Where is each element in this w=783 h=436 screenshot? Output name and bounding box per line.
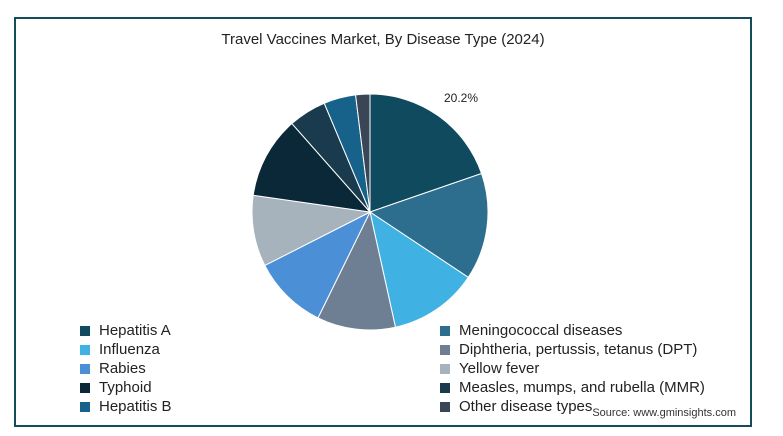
legend-item-4: Rabies [80, 360, 146, 377]
legend-item-0: Hepatitis A [80, 322, 171, 339]
slice-label-0: 20.2% [444, 91, 478, 105]
legend-item-6: Typhoid [80, 379, 152, 396]
legend-label: Rabies [99, 360, 146, 377]
legend-item-9: Other disease types [440, 398, 592, 415]
legend-swatch [80, 401, 90, 412]
legend-label: Hepatitis A [99, 322, 171, 339]
legend-label: Typhoid [99, 379, 152, 396]
pie-slice-2 [369, 210, 469, 328]
legend-item-1: Meningococcal diseases [440, 322, 622, 339]
legend-item-2: Influenza [80, 341, 160, 358]
legend-label: Influenza [99, 341, 160, 358]
legend-swatch [440, 325, 450, 336]
legend-swatch [440, 344, 450, 355]
legend-swatch [80, 325, 90, 336]
pie-chart: 20.2% [251, 91, 489, 331]
legend-swatch [440, 363, 450, 374]
legend-label: Measles, mumps, and rubella (MMR) [459, 379, 705, 396]
legend-label: Meningococcal diseases [459, 322, 623, 339]
legend-item-5: Yellow fever [440, 360, 539, 377]
legend-label: Diphtheria, pertussis, tetanus (DPT) [459, 341, 698, 358]
pie-slice-3 [317, 210, 397, 331]
pie-slice-0 [369, 93, 483, 213]
legend-label: Hepatitis B [99, 398, 172, 415]
pie-slice-1 [368, 172, 489, 279]
legend-swatch [440, 401, 450, 412]
legend-swatch [80, 382, 90, 393]
legend-item-8: Hepatitis B [80, 398, 172, 415]
legend-item-7: Measles, mumps, and rubella (MMR) [440, 379, 705, 396]
legend-swatch [80, 363, 90, 374]
pie-slice-4 [264, 210, 372, 319]
legend-label: Yellow fever [459, 360, 540, 377]
chart-title: Travel Vaccines Market, By Disease Type … [221, 31, 545, 48]
legend-swatch [440, 382, 450, 393]
legend-label: Other disease types [459, 398, 593, 415]
pie-slice-6 [252, 122, 372, 213]
chart-frame: Travel Vaccines Market, By Disease Type … [14, 17, 752, 427]
legend-swatch [80, 344, 90, 355]
pie-slice-9 [355, 93, 371, 213]
legend-item-3: Diphtheria, pertussis, tetanus (DPT) [440, 341, 697, 358]
source-note: Source: www.gminsights.com [592, 407, 736, 419]
